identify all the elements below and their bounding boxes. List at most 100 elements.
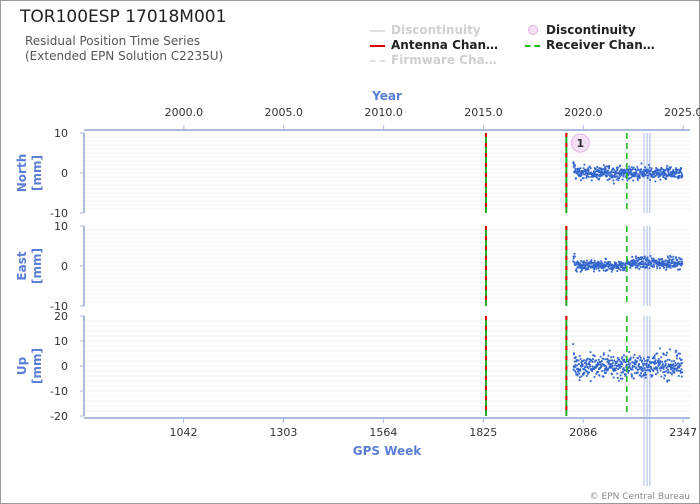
data-point [632, 261, 635, 264]
chart-subtitle: Residual Position Time Series (Extended … [25, 34, 223, 64]
data-point [655, 362, 658, 364]
data-point [658, 260, 661, 263]
data-point [679, 352, 681, 355]
data-point [646, 366, 648, 369]
data-point [656, 173, 659, 176]
data-point [631, 260, 633, 262]
data-point [597, 267, 600, 270]
data-point [657, 176, 660, 178]
data-point [580, 268, 583, 271]
y-tick-label: 0 [61, 260, 68, 273]
data-point [598, 368, 600, 370]
data-point [650, 262, 653, 265]
data-point [680, 171, 683, 174]
data-point [670, 365, 673, 368]
y-tick-label: 10 [54, 335, 68, 348]
data-point [576, 260, 579, 263]
data-point [573, 353, 575, 356]
data-point [576, 167, 579, 170]
data-point [611, 373, 613, 376]
data-point [598, 167, 601, 169]
data-point [640, 168, 642, 171]
data-point [630, 375, 633, 378]
data-point [662, 368, 665, 370]
data-point [638, 176, 641, 179]
data-point [611, 176, 614, 179]
data-point [636, 264, 638, 267]
data-point [583, 163, 586, 166]
data-point [645, 168, 648, 171]
data-point [592, 261, 595, 264]
data-point [621, 265, 624, 268]
data-point [648, 368, 651, 371]
data-point [605, 265, 608, 268]
data-point [628, 171, 630, 174]
data-point [596, 361, 599, 364]
legend-swatch [370, 30, 385, 32]
data-point [620, 262, 623, 265]
data-point [578, 355, 581, 357]
data-point [588, 360, 591, 363]
data-point [601, 262, 604, 265]
data-point [586, 357, 589, 360]
data-point [574, 168, 577, 170]
data-point [580, 259, 583, 262]
data-point [603, 168, 606, 171]
data-point [630, 169, 633, 172]
data-point [635, 169, 638, 172]
data-point [628, 364, 631, 367]
data-point [643, 255, 646, 258]
data-point [635, 257, 638, 260]
data-point [636, 360, 638, 363]
data-point [580, 174, 583, 176]
data-point [619, 377, 622, 380]
discontinuity-marker-label: 1 [577, 137, 585, 150]
data-point [578, 379, 581, 382]
legend-swatch [370, 60, 385, 62]
data-point [655, 373, 657, 376]
data-point [659, 362, 661, 364]
data-point [651, 264, 653, 267]
data-point [592, 176, 595, 178]
data-point [680, 375, 683, 378]
data-point [601, 363, 604, 365]
data-point [651, 361, 653, 364]
data-point [580, 360, 583, 363]
data-point [598, 178, 601, 181]
data-point [662, 371, 665, 374]
data-point [612, 167, 615, 170]
data-point [580, 266, 582, 269]
data-point [635, 367, 637, 370]
data-point [574, 369, 576, 372]
data-point [661, 262, 664, 265]
data-point [580, 179, 582, 182]
data-point [665, 175, 668, 178]
data-point [660, 375, 663, 378]
data-point [594, 168, 597, 171]
data-point [604, 270, 607, 272]
data-point [646, 258, 649, 261]
data-point [634, 363, 637, 366]
data-point [640, 258, 642, 261]
data-point [651, 265, 654, 268]
data-point [590, 259, 593, 262]
data-point [680, 368, 683, 371]
data-point [655, 167, 658, 169]
data-point [593, 259, 596, 262]
data-point [627, 360, 629, 362]
data-point [626, 168, 629, 171]
data-point [601, 174, 604, 177]
data-point [654, 368, 657, 370]
data-point [659, 360, 662, 362]
data-point [627, 371, 630, 374]
data-point [643, 367, 646, 370]
data-point [619, 165, 622, 167]
data-point [665, 354, 668, 357]
data-point [592, 265, 595, 268]
data-point [607, 171, 610, 174]
data-point [661, 364, 664, 366]
data-point [638, 175, 641, 178]
data-point [598, 262, 601, 264]
data-point [663, 371, 666, 373]
data-point [656, 371, 659, 374]
